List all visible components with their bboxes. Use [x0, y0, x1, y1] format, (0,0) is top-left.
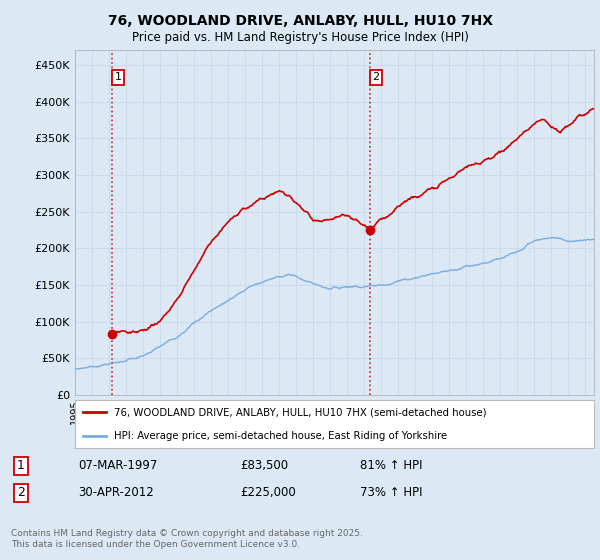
- Text: £225,000: £225,000: [240, 486, 296, 500]
- Text: 2: 2: [373, 72, 380, 82]
- Text: 30-APR-2012: 30-APR-2012: [78, 486, 154, 500]
- Text: Contains HM Land Registry data © Crown copyright and database right 2025.
This d: Contains HM Land Registry data © Crown c…: [11, 529, 362, 549]
- Text: HPI: Average price, semi-detached house, East Riding of Yorkshire: HPI: Average price, semi-detached house,…: [114, 431, 447, 441]
- Text: £83,500: £83,500: [240, 459, 288, 473]
- Text: 81% ↑ HPI: 81% ↑ HPI: [360, 459, 422, 473]
- Text: 76, WOODLAND DRIVE, ANLABY, HULL, HU10 7HX: 76, WOODLAND DRIVE, ANLABY, HULL, HU10 7…: [107, 14, 493, 28]
- Text: 73% ↑ HPI: 73% ↑ HPI: [360, 486, 422, 500]
- Text: 1: 1: [17, 459, 25, 473]
- Text: 07-MAR-1997: 07-MAR-1997: [78, 459, 157, 473]
- Text: 1: 1: [115, 72, 122, 82]
- Text: 2: 2: [17, 486, 25, 500]
- Text: 76, WOODLAND DRIVE, ANLABY, HULL, HU10 7HX (semi-detached house): 76, WOODLAND DRIVE, ANLABY, HULL, HU10 7…: [114, 407, 487, 417]
- Text: Price paid vs. HM Land Registry's House Price Index (HPI): Price paid vs. HM Land Registry's House …: [131, 31, 469, 44]
